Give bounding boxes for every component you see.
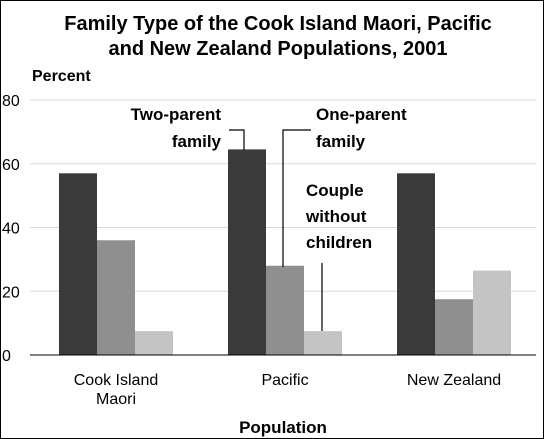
bar-series-1-category-1 <box>59 173 97 355</box>
annotation-two-parent-line-1: Two-parent <box>131 105 222 124</box>
annotation-one-parent-line-2: family <box>316 132 366 151</box>
y-axis-label: Percent <box>32 68 91 85</box>
x-axis-label: Population <box>239 418 327 437</box>
bar-series-2-category-3 <box>435 299 473 355</box>
bar-series-3-category-3 <box>473 270 511 355</box>
category-labels: Cook Island Maori Pacific New Zealand <box>74 372 501 408</box>
bar-series-1-category-3 <box>397 173 435 355</box>
annotation-one-parent-leader <box>282 129 311 267</box>
y-tick-label: 40 <box>2 221 20 238</box>
bar-series-3-category-2 <box>304 331 342 355</box>
bar-series-2-category-1 <box>97 240 135 355</box>
chart-title-line-2: and New Zealand Populations, 2001 <box>109 38 448 60</box>
category-label: Cook Island <box>74 372 159 389</box>
y-tick-label: 80 <box>2 93 20 110</box>
y-tick-label: 60 <box>2 157 20 174</box>
bar-series-2-category-2 <box>266 265 304 355</box>
annotation-couple-line-1: Couple <box>306 181 364 200</box>
annotation-couple-line-3: children <box>306 233 372 252</box>
category-label: Maori <box>96 391 136 408</box>
bar-series-1-category-2 <box>228 149 266 355</box>
annotations: Two-parent family One-parent family Coup… <box>131 105 407 331</box>
annotation-two-parent-leader <box>229 129 245 150</box>
y-tick-label: 20 <box>2 284 20 301</box>
category-label: New Zealand <box>407 372 501 389</box>
chart-title-line-1: Family Type of the Cook Island Maori, Pa… <box>64 13 492 35</box>
chart-title: Family Type of the Cook Island Maori, Pa… <box>64 13 492 60</box>
y-tick-label: 0 <box>2 348 11 365</box>
category-label: Pacific <box>261 372 308 389</box>
annotation-couple-line-2: without <box>305 207 367 226</box>
annotation-one-parent-line-1: One-parent <box>316 105 407 124</box>
annotation-two-parent-line-2: family <box>172 132 222 151</box>
bars <box>59 149 511 355</box>
bar-series-3-category-1 <box>135 331 173 355</box>
y-tick-labels: 0 20 40 60 80 <box>2 93 20 365</box>
